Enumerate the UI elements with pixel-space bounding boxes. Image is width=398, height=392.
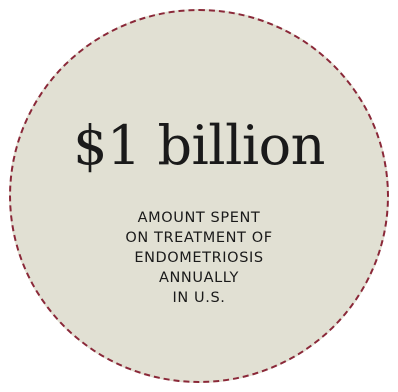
caption-line: IN U.S. [172, 290, 226, 306]
caption-line: ENDOMETRIOSIS [134, 250, 264, 266]
stat-caption: AMOUNT SPENT ON TREATMENT OF ENDOMETRIOS… [0, 208, 398, 308]
caption-line: ON TREATMENT OF [125, 230, 273, 246]
dashed-circle-badge [9, 9, 389, 383]
caption-line: AMOUNT SPENT [137, 210, 261, 226]
caption-line: ANNUALLY [158, 270, 240, 286]
stat-value: $1 billion [73, 114, 325, 177]
